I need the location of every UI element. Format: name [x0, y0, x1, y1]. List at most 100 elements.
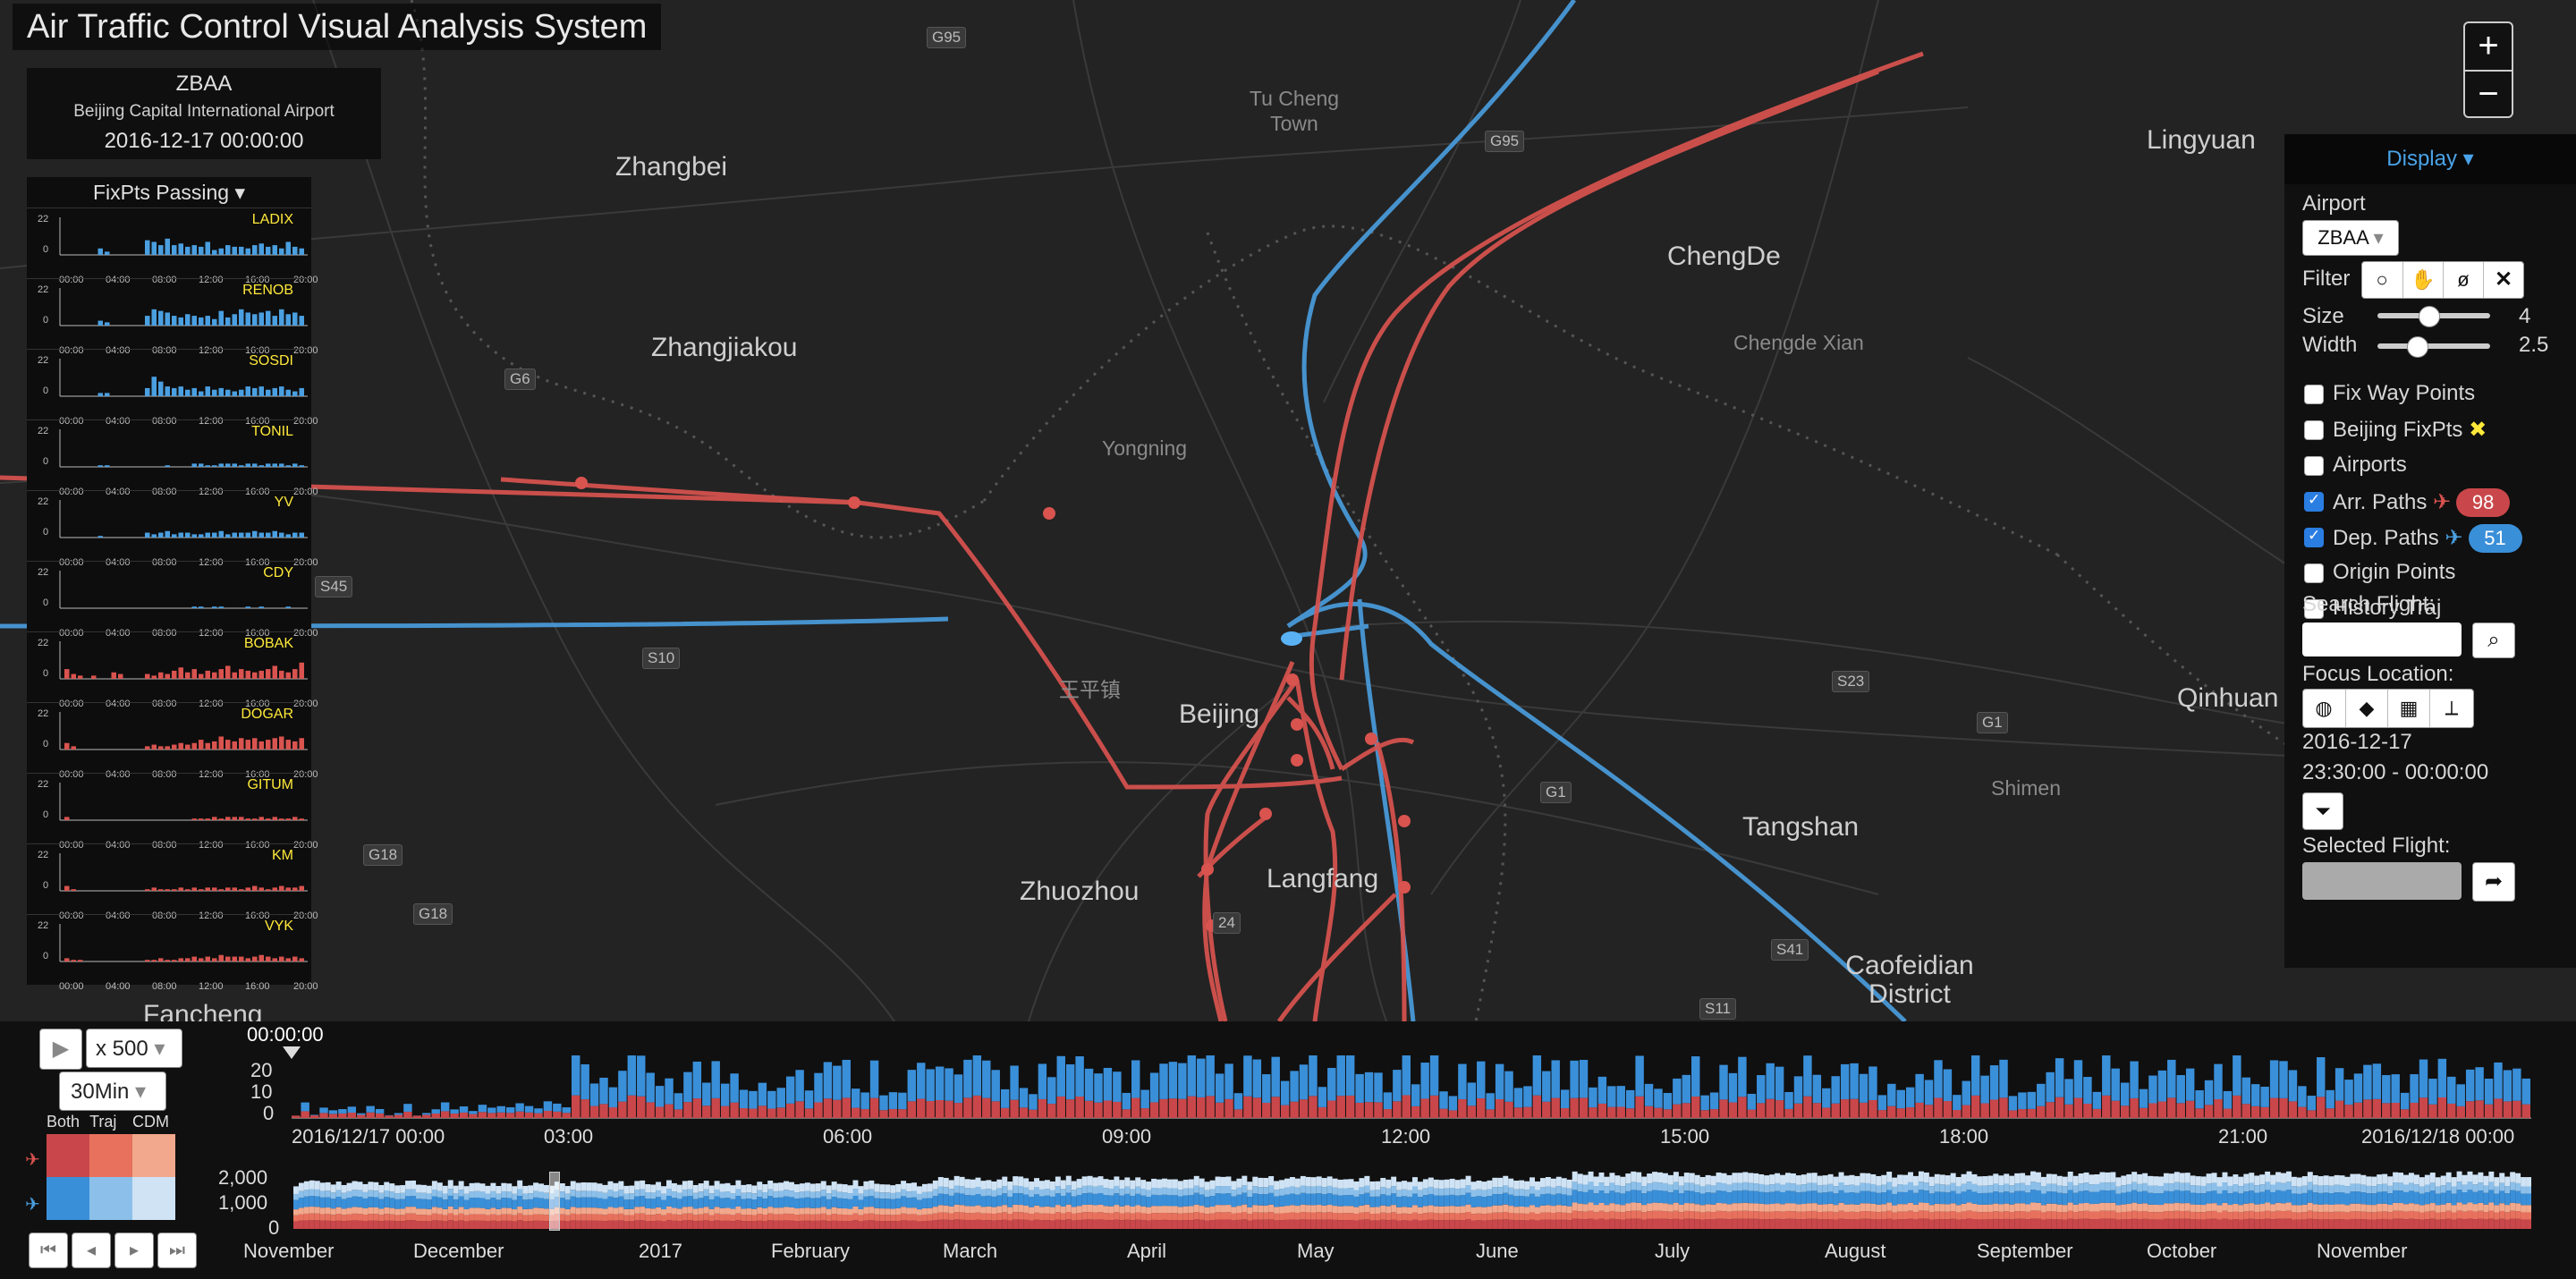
legend-dep-both[interactable] [47, 1177, 89, 1220]
fixpt-bar [118, 673, 123, 679]
width-slider[interactable] [2377, 343, 2490, 349]
china-map-icon[interactable]: ◆ [2345, 690, 2387, 727]
display-toggle[interactable]: Display ▾ [2284, 134, 2576, 184]
checkbox-label[interactable]: Airports [2333, 453, 2407, 478]
play-button[interactable]: ▶ [39, 1029, 82, 1070]
fixpt-row[interactable]: 22 0 KM 00:00 04:00 08:00 12:00 16:00 20:00 [27, 843, 318, 921]
fixpt-row[interactable]: 22 0 LADIX 00:00 04:00 08:00 12:00 16:00 20:00 [27, 208, 318, 285]
timeline-bar-arr [2288, 1101, 2298, 1118]
checkbox[interactable] [2304, 456, 2324, 476]
road-shield-g18: G18 [363, 844, 403, 866]
selected-flight-field[interactable] [2302, 862, 2462, 900]
zoom-out-button[interactable]: − [2478, 74, 2499, 114]
legend-dep-traj[interactable] [89, 1177, 132, 1220]
skip-to-end-icon[interactable]: ⏭ [157, 1232, 197, 1268]
overview-bar [1881, 1184, 1887, 1193]
fixpt-row[interactable]: 22 0 CDY 00:00 04:00 08:00 12:00 16:00 20:00 [27, 561, 318, 639]
zoom-in-button[interactable]: + [2465, 23, 2512, 72]
timeline-bar-arr [2372, 1098, 2382, 1118]
fixpt-bar [239, 956, 244, 961]
overview-bar [820, 1196, 826, 1207]
speed-select[interactable]: x 500 ▾ [86, 1029, 182, 1068]
timeline-bar-dep [637, 1055, 646, 1097]
checkbox-label[interactable]: Arr. Paths ✈ 98 [2333, 488, 2511, 517]
checkbox[interactable] [2304, 599, 2324, 619]
checkbox[interactable] [2304, 420, 2324, 440]
interval-select[interactable]: 30Min ▾ [59, 1071, 166, 1111]
checkbox[interactable] [2304, 491, 2324, 512]
share-arrow-icon[interactable]: ➦ [2472, 862, 2515, 902]
hourly-traffic-chart[interactable] [292, 1055, 2531, 1122]
fixpt-row[interactable]: 22 0 BOBAK 00:00 04:00 08:00 12:00 16:00 20:00 [27, 631, 318, 709]
globe-icon[interactable]: ◍ [2315, 697, 2333, 719]
overview-bar [1854, 1204, 1860, 1213]
hand-pan-icon[interactable]: ✋ [2402, 262, 2443, 298]
checkbox-label[interactable]: Fix Way Points [2333, 381, 2475, 406]
filter-funnel-icon[interactable]: ⏷ [2302, 792, 2343, 830]
fixpt-row[interactable]: 22 0 VYK 00:00 04:00 08:00 12:00 16:00 20:00 [27, 914, 318, 992]
runway-icon[interactable]: ⟂ [2429, 690, 2473, 727]
legend-arr-both[interactable] [47, 1134, 89, 1177]
legend-arr-traj[interactable] [89, 1134, 132, 1177]
close-icon[interactable]: ✕ [2483, 262, 2523, 298]
overview-bar [1923, 1190, 1929, 1203]
step-back-icon[interactable]: ◂ [72, 1232, 111, 1268]
overview-bar [1817, 1185, 1823, 1193]
overview-bar [1470, 1197, 1477, 1207]
legend-arr-cdm[interactable] [132, 1134, 175, 1177]
checkbox-label[interactable]: History Traj [2333, 596, 2441, 621]
fixpt-row[interactable]: 22 0 RENOB 00:00 04:00 08:00 12:00 16:00 20:00 [27, 278, 318, 356]
overview-bar [858, 1221, 864, 1229]
checkbox-label[interactable]: Origin Points [2333, 560, 2455, 585]
checkbox[interactable] [2304, 527, 2324, 547]
overview-bar [373, 1197, 379, 1207]
search-icon[interactable]: ⌕ [2472, 623, 2515, 658]
fixpt-row[interactable]: 22 0 YV 00:00 04:00 08:00 12:00 16:00 20:00 [27, 490, 318, 568]
overview-bar [384, 1190, 390, 1198]
airport-building-icon[interactable]: ▦ [2387, 690, 2429, 727]
overview-bar [458, 1220, 464, 1229]
map[interactable]: Zhangbei Zhangjiakou ChengDe Beijing Lin… [0, 0, 2576, 1021]
overview-bar [735, 1220, 741, 1229]
fixpt-row[interactable]: 22 0 TONIL 00:00 04:00 08:00 12:00 16:00 20:00 [27, 419, 318, 497]
fixpt-row[interactable]: 22 0 DOGAR 00:00 04:00 08:00 12:00 16:00 20:00 [27, 702, 318, 780]
timeline-bar-dep [2167, 1059, 2176, 1098]
overview-bar [1407, 1214, 1412, 1221]
overview-brush[interactable] [549, 1172, 560, 1231]
overview-bar [1539, 1205, 1546, 1213]
legend-dep-cdm[interactable] [132, 1177, 175, 1220]
overview-bar [2366, 1193, 2372, 1206]
timeline-bar-arr [1309, 1096, 1318, 1118]
step-forward-icon[interactable]: ▸ [114, 1232, 154, 1268]
time-cursor-handle[interactable] [283, 1046, 301, 1059]
overview-bar [298, 1220, 304, 1229]
overview-bar [1326, 1205, 1333, 1213]
fixpts-dropdown[interactable]: FixPts Passing ▾ [92, 181, 246, 204]
close-x-icon[interactable]: ✖ [2469, 418, 2487, 442]
eye-slash-icon[interactable]: ø [2443, 262, 2483, 298]
fixpt-row[interactable]: 22 0 SOSDI 00:00 04:00 08:00 12:00 16:00 20:00 [27, 349, 318, 427]
fixpt-row[interactable]: 22 0 GITUM 00:00 04:00 08:00 12:00 16:00 20:00 [27, 773, 318, 851]
fixpt-bar [191, 742, 197, 750]
width-slider-handle[interactable] [2407, 336, 2429, 358]
checkbox[interactable] [2304, 563, 2324, 583]
overview-bar [1928, 1176, 1935, 1187]
overview-bar [784, 1181, 790, 1190]
checkbox-label[interactable]: Dep. Paths ✈ 51 [2333, 524, 2522, 553]
overview-bar [1530, 1205, 1536, 1213]
circle-select-icon[interactable]: ○ [2376, 268, 2388, 291]
overview-bar [2020, 1211, 2026, 1219]
timeline-bar-dep [1065, 1064, 1075, 1100]
search-flight-input[interactable] [2302, 623, 2462, 656]
skip-to-start-icon[interactable]: ⏮ [29, 1232, 68, 1268]
timeline-bar-dep [1495, 1063, 1504, 1100]
overview-bar [2110, 1190, 2116, 1203]
overview-bar [2014, 1190, 2021, 1204]
overview-bar [453, 1215, 459, 1222]
airport-select[interactable]: ZBAA ▾ [2302, 220, 2399, 256]
overview-bar [1087, 1204, 1093, 1213]
overview-chart[interactable] [293, 1166, 2531, 1229]
checkbox-label[interactable]: Beijing FixPts ✖ [2333, 417, 2487, 443]
checkbox[interactable] [2304, 385, 2324, 404]
size-slider-handle[interactable] [2418, 306, 2440, 327]
